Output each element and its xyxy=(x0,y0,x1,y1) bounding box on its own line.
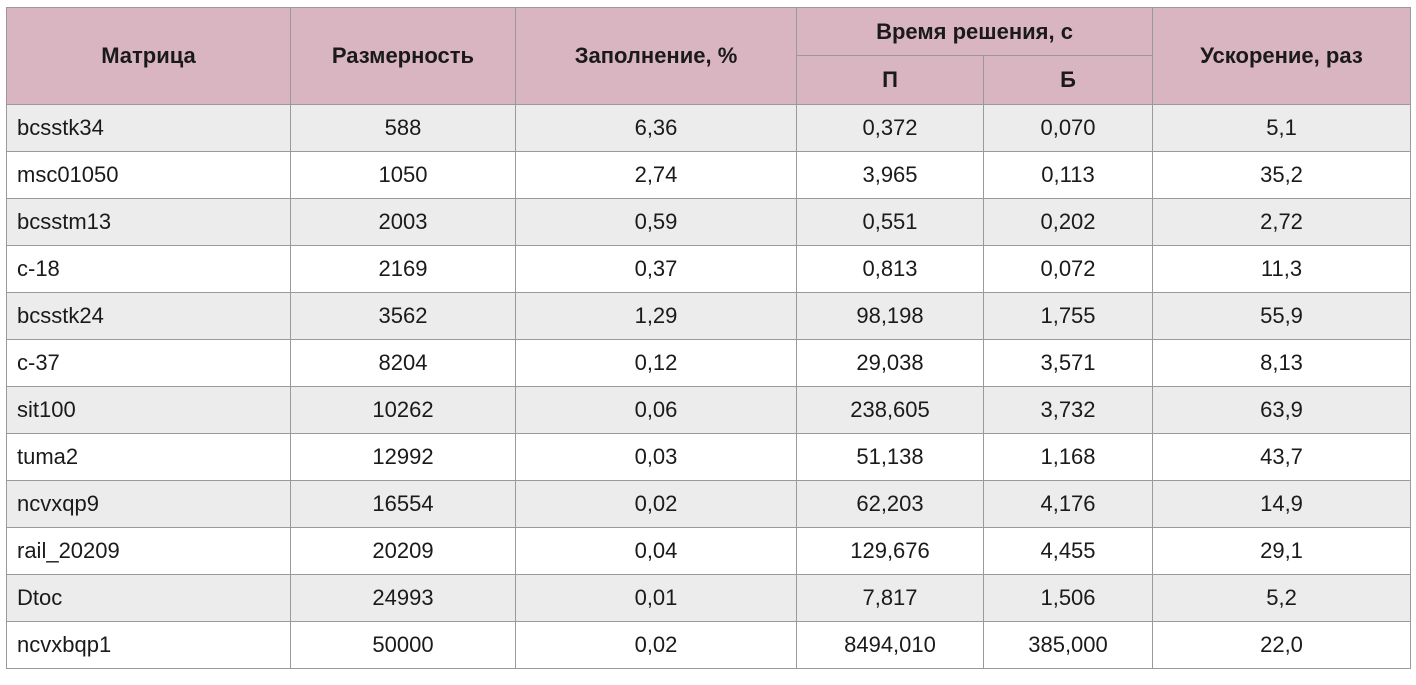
header-time-p: П xyxy=(796,55,984,105)
cell-speedup: 22,0 xyxy=(1152,621,1412,669)
cell-time-p: 62,203 xyxy=(796,480,984,528)
cell-time-p: 29,038 xyxy=(796,339,984,387)
cell-dimension: 50000 xyxy=(290,621,516,669)
cell-matrix: ncvxbqp1 xyxy=(6,621,291,669)
header-fill: Заполнение, % xyxy=(515,7,797,105)
table-row: bcsstm13 2003 0,59 0,551 0,202 2,72 xyxy=(6,198,1412,246)
cell-matrix: tuma2 xyxy=(6,433,291,481)
cell-fill: 0,03 xyxy=(515,433,797,481)
table-row: c-37 8204 0,12 29,038 3,571 8,13 xyxy=(6,339,1412,387)
cell-matrix: rail_20209 xyxy=(6,527,291,575)
matrix-solve-time-table: Матрица Размерность Заполнение, % Время … xyxy=(6,7,1412,669)
cell-time-p: 98,198 xyxy=(796,292,984,340)
cell-time-b: 0,072 xyxy=(982,245,1154,293)
cell-fill: 0,04 xyxy=(515,527,797,575)
cell-speedup: 5,2 xyxy=(1152,574,1412,622)
cell-matrix: msc01050 xyxy=(6,151,291,199)
cell-time-b: 3,732 xyxy=(982,386,1154,434)
table-row: Dtoc 24993 0,01 7,817 1,506 5,2 xyxy=(6,574,1412,622)
cell-speedup: 8,13 xyxy=(1152,339,1412,387)
cell-time-p: 0,813 xyxy=(796,245,984,293)
cell-dimension: 3562 xyxy=(290,292,516,340)
table-row: bcsstk24 3562 1,29 98,198 1,755 55,9 xyxy=(6,292,1412,340)
cell-matrix: bcsstk24 xyxy=(6,292,291,340)
cell-time-b: 4,176 xyxy=(982,480,1154,528)
table-body: bcsstk34 588 6,36 0,372 0,070 5,1 msc01050 1050… xyxy=(6,104,1412,669)
cell-fill: 2,74 xyxy=(515,151,797,199)
cell-fill: 0,02 xyxy=(515,480,797,528)
cell-time-p: 129,676 xyxy=(796,527,984,575)
cell-matrix: Dtoc xyxy=(6,574,291,622)
cell-time-p: 51,138 xyxy=(796,433,984,481)
cell-matrix: ncvxqp9 xyxy=(6,480,291,528)
cell-speedup: 55,9 xyxy=(1152,292,1412,340)
cell-dimension: 2003 xyxy=(290,198,516,246)
cell-matrix: sit100 xyxy=(6,386,291,434)
cell-fill: 0,12 xyxy=(515,339,797,387)
table-row: ncvxqp9 16554 0,02 62,203 4,176 14,9 xyxy=(6,480,1412,528)
cell-speedup: 35,2 xyxy=(1152,151,1412,199)
cell-fill: 0,02 xyxy=(515,621,797,669)
header-dimension: Размерность xyxy=(290,7,516,105)
cell-fill: 1,29 xyxy=(515,292,797,340)
cell-speedup: 29,1 xyxy=(1152,527,1412,575)
cell-time-b: 0,070 xyxy=(982,104,1154,152)
cell-fill: 0,06 xyxy=(515,386,797,434)
cell-matrix: bcsstk34 xyxy=(6,104,291,152)
table-row: msc01050 1050 2,74 3,965 0,113 35,2 xyxy=(6,151,1412,199)
cell-speedup: 5,1 xyxy=(1152,104,1412,152)
cell-dimension: 8204 xyxy=(290,339,516,387)
cell-time-b: 1,755 xyxy=(982,292,1154,340)
table-row: rail_20209 20209 0,04 129,676 4,455 29,1 xyxy=(6,527,1412,575)
cell-time-b: 4,455 xyxy=(982,527,1154,575)
cell-dimension: 12992 xyxy=(290,433,516,481)
table-row: bcsstk34 588 6,36 0,372 0,070 5,1 xyxy=(6,104,1412,152)
table-row: c-18 2169 0,37 0,813 0,072 11,3 xyxy=(6,245,1412,293)
cell-dimension: 24993 xyxy=(290,574,516,622)
cell-time-p: 0,551 xyxy=(796,198,984,246)
cell-fill: 0,37 xyxy=(515,245,797,293)
cell-speedup: 14,9 xyxy=(1152,480,1412,528)
header-speedup: Ускорение, раз xyxy=(1152,7,1412,105)
cell-dimension: 2169 xyxy=(290,245,516,293)
cell-time-b: 0,202 xyxy=(982,198,1154,246)
cell-time-p: 0,372 xyxy=(796,104,984,152)
cell-fill: 0,59 xyxy=(515,198,797,246)
cell-dimension: 16554 xyxy=(290,480,516,528)
cell-time-p: 8494,010 xyxy=(796,621,984,669)
cell-time-b: 1,168 xyxy=(982,433,1154,481)
cell-speedup: 11,3 xyxy=(1152,245,1412,293)
header-time-b: Б xyxy=(982,55,1154,105)
header-solve-time: Время решения, с xyxy=(795,7,1154,56)
cell-time-b: 3,571 xyxy=(982,339,1154,387)
cell-speedup: 2,72 xyxy=(1152,198,1412,246)
cell-time-p: 7,817 xyxy=(796,574,984,622)
cell-time-p: 3,965 xyxy=(796,151,984,199)
cell-dimension: 588 xyxy=(290,104,516,152)
cell-time-b: 385,000 xyxy=(982,621,1154,669)
cell-dimension: 10262 xyxy=(290,386,516,434)
cell-fill: 0,01 xyxy=(515,574,797,622)
table-header: Матрица Размерность Заполнение, % Время … xyxy=(6,7,1412,105)
cell-dimension: 1050 xyxy=(290,151,516,199)
header-matrix: Матрица xyxy=(6,7,291,105)
matrix-table-container: Матрица Размерность Заполнение, % Время … xyxy=(6,7,1412,669)
cell-fill: 6,36 xyxy=(515,104,797,152)
cell-speedup: 43,7 xyxy=(1152,433,1412,481)
cell-matrix: c-37 xyxy=(6,339,291,387)
table-row: sit100 10262 0,06 238,605 3,732 63,9 xyxy=(6,386,1412,434)
cell-time-b: 1,506 xyxy=(982,574,1154,622)
table-row: ncvxbqp1 50000 0,02 8494,010 385,000 22,0 xyxy=(6,621,1412,669)
cell-speedup: 63,9 xyxy=(1152,386,1412,434)
cell-time-p: 238,605 xyxy=(796,386,984,434)
cell-dimension: 20209 xyxy=(290,527,516,575)
cell-time-b: 0,113 xyxy=(982,151,1154,199)
cell-matrix: bcsstm13 xyxy=(6,198,291,246)
cell-matrix: c-18 xyxy=(6,245,291,293)
table-row: tuma2 12992 0,03 51,138 1,168 43,7 xyxy=(6,433,1412,481)
